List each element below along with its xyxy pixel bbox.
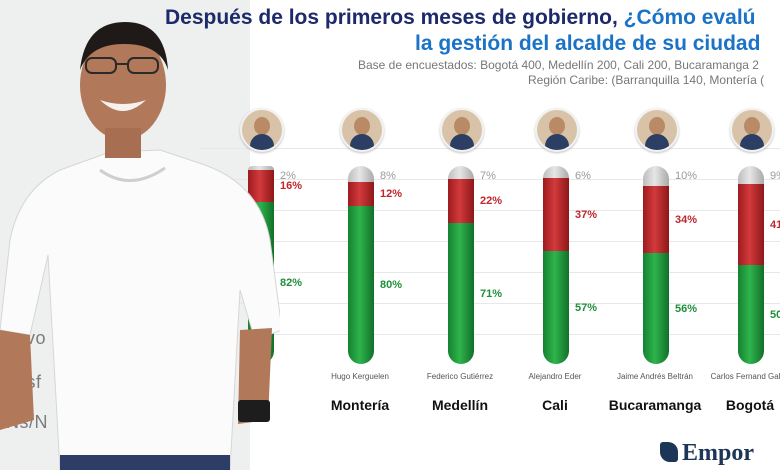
candidate-avatar: [535, 108, 579, 152]
bar-segment-red: [738, 184, 764, 265]
bar-stack: [738, 166, 764, 364]
bar-stack: [448, 166, 474, 364]
logo-text: Empor: [682, 440, 754, 466]
data-label-grey: 8%: [380, 170, 396, 182]
gridlines: [200, 148, 780, 368]
avatar-face: [354, 117, 370, 135]
candidate-name: Alejandro Eder: [528, 372, 582, 381]
bar-segment-red: [448, 179, 474, 223]
candidate-avatar: [730, 108, 774, 152]
data-label-red: 16%: [280, 180, 303, 192]
city-label: Medellín: [431, 397, 488, 413]
data-label-grey: 6%: [575, 170, 591, 182]
avatar-face: [454, 117, 470, 135]
data-label-red: 34%: [675, 214, 698, 226]
chart-column: 7% 22% 71% Federico Gutiérrez Medellín: [410, 100, 510, 440]
bar-segment-grey: [543, 166, 569, 178]
city-label: Montería: [330, 397, 390, 413]
bar-segment-grey: [448, 166, 474, 179]
bar-stack: [543, 166, 569, 364]
logo-icon: [660, 442, 678, 462]
chart-column: 6% 37% 57% Alejandro Eder Cali: [505, 100, 605, 440]
chart-title-line1: Después de los primeros meses de gobiern…: [165, 6, 780, 30]
bar-segment-green: [643, 253, 669, 364]
title-part1: Después de los primeros meses de gobiern…: [165, 6, 618, 29]
bar-segment-red: [248, 170, 274, 202]
candidate-avatar: [440, 108, 484, 152]
person-photo: [0, 22, 280, 470]
chart-subtitle-region: Región Caribe: (Barranquilla 140, Monter…: [528, 73, 765, 87]
data-label-red: 37%: [575, 209, 598, 221]
data-label-grey: 9%: [770, 170, 780, 182]
brand-logo: Empor: [660, 440, 754, 467]
data-label-grey: 10%: [675, 170, 698, 182]
chart-title-line2: la gestión del alcalde de su ciudad: [415, 32, 761, 55]
avatar-face: [549, 117, 565, 135]
candidate-name: Federico Gutiérrez: [426, 372, 494, 381]
candidate-avatar: [240, 108, 284, 152]
data-label-grey: 2%: [280, 170, 296, 182]
candidate-avatar: [340, 108, 384, 152]
candidate-name: Carlos Fernand Galán: [710, 372, 780, 381]
candidate-name: Hugo Kerguelen: [331, 372, 389, 381]
data-label-green: 57%: [575, 302, 598, 314]
bar-segment-grey: [738, 166, 764, 184]
title-part2: ¿Cómo evalú: [623, 6, 756, 29]
avatar-face: [254, 117, 270, 135]
city-label: Bucaramanga: [608, 397, 702, 413]
bar-segment-green: [348, 206, 374, 364]
data-label-red: 41: [770, 219, 780, 231]
data-label-red: 22%: [480, 195, 503, 207]
bar-segment-red: [348, 182, 374, 206]
city-label: Bogotá: [725, 397, 775, 413]
data-label-green: 56%: [675, 303, 698, 315]
chart-column: 8% 12% 80% Hugo Kerguelen Montería: [310, 100, 410, 440]
bar-stack: [643, 166, 669, 364]
bar-segment-green: [543, 251, 569, 364]
candidate-name: Jaime Andrés Beltrán: [616, 372, 694, 381]
bar-segment-green: [448, 223, 474, 364]
data-label-red: 12%: [380, 188, 403, 200]
bar-segment-grey: [348, 166, 374, 182]
avatar-face: [744, 117, 760, 135]
avatar-face: [649, 117, 665, 135]
data-label-green: 80%: [380, 279, 403, 291]
data-label-green: 71%: [480, 288, 503, 300]
bar-stack: [348, 166, 374, 364]
chart-column: 9% 41 50 Carlos Fernand Galán Bogotá: [700, 100, 780, 440]
bar-segment-grey: [248, 166, 274, 170]
bar-segment-red: [543, 178, 569, 251]
data-label-green: 82%: [280, 277, 303, 289]
bar-segment-grey: [643, 166, 669, 186]
candidate-avatar: [635, 108, 679, 152]
data-label-green: 50: [770, 309, 780, 321]
bar-segment-red: [643, 186, 669, 253]
data-label-grey: 7%: [480, 170, 496, 182]
city-label: Cali: [542, 397, 568, 413]
chart-column: 10% 34% 56% Jaime Andrés Beltrán Bucaramanga: [605, 100, 705, 440]
chart-subtitle: Base de encuestados: Bogotá 400, Medellí…: [358, 58, 759, 72]
bar-segment-green: [738, 265, 764, 364]
